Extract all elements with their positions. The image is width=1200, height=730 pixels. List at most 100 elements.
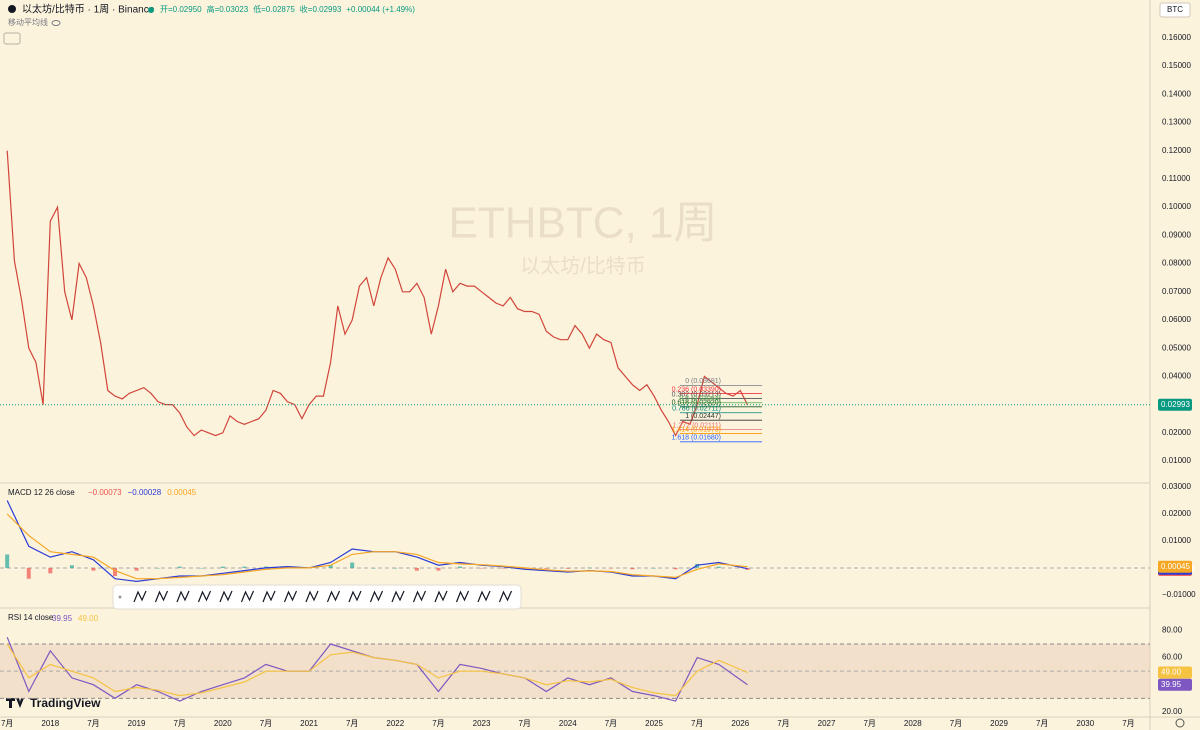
toolbar-icon[interactable] [176, 590, 190, 603]
histogram-bar [285, 566, 290, 568]
toolbar-icon[interactable] [283, 590, 298, 603]
histogram-bar [199, 567, 204, 569]
x-tick-label: 7月 [1, 719, 13, 728]
y-tick-label: 0.01000 [1162, 456, 1191, 465]
y-tick-label: 20.00 [1162, 707, 1183, 716]
histogram-bar [350, 562, 355, 568]
currency-box[interactable] [1159, 2, 1191, 18]
y-tick-label: 0.07000 [1162, 287, 1191, 296]
series-line [6, 150, 749, 437]
currency[interactable]: BTC [1167, 5, 1183, 14]
x-tick-label: 7月 [518, 719, 530, 728]
legend-value: 49.00 [78, 614, 99, 623]
y-tick-label: 0.06000 [1162, 315, 1191, 324]
watermark: ETHBTC, 1周 [449, 199, 718, 248]
x-tick-label: 2020 [214, 719, 232, 728]
y-tick-label: 0.11000 [1162, 174, 1191, 183]
value-badge-label: 0.02993 [1161, 400, 1190, 409]
y-tick-label: 0.12000 [1162, 146, 1191, 155]
collapse-button[interactable] [3, 32, 21, 45]
histogram-bar [522, 567, 527, 570]
histogram-bar [673, 567, 678, 570]
toolbar-icon[interactable] [133, 590, 147, 603]
histogram-bar [328, 565, 333, 568]
rsi-title: RSI 14 close [8, 613, 54, 622]
toolbar-icon[interactable] [154, 590, 169, 603]
x-tick-label: 2027 [818, 719, 836, 728]
x-tick-label: 7月 [605, 719, 617, 728]
histogram-bar [177, 566, 182, 568]
y-tick-label: 60.00 [1162, 653, 1183, 662]
histogram-bar [630, 567, 635, 570]
toolbar-icon[interactable] [477, 590, 491, 603]
histogram-bar [220, 566, 225, 568]
fib-label: 1.272 (0.02111) [673, 422, 721, 429]
legend-value: −0.00028 [128, 488, 162, 497]
x-tick-label: 7月 [863, 719, 875, 728]
histogram-bar [263, 566, 268, 568]
x-tick-label: 2019 [128, 719, 146, 728]
value-badge [1158, 560, 1192, 573]
x-tick-label: 2028 [904, 719, 922, 728]
brand-icon [6, 698, 24, 708]
y-tick-label: 0.04000 [1162, 371, 1191, 380]
toolbar-icon[interactable] [219, 590, 233, 603]
toolbar-icon[interactable] [434, 590, 448, 603]
legend-value: 39.95 [52, 614, 73, 623]
toolbar-icon[interactable] [305, 590, 319, 603]
x-tick-label: 2018 [41, 719, 59, 728]
legend-value: −0.00073 [88, 488, 122, 497]
macd-title: MACD 12 26 close [8, 488, 75, 497]
x-tick-label: 7月 [432, 719, 444, 728]
toolbar-icon[interactable] [348, 590, 362, 603]
x-tick-label: 7月 [950, 719, 962, 728]
series-line [6, 513, 748, 580]
histogram-bar [565, 567, 570, 569]
toolbar-icon[interactable] [455, 590, 470, 603]
x-tick-label: 7月 [777, 719, 789, 728]
y-tick-label: 0.14000 [1162, 89, 1191, 98]
histogram-bar [113, 567, 117, 577]
y-tick-label: 0.03000 [1162, 482, 1191, 491]
brand-logo: TradingView [6, 696, 101, 710]
toolbar-icon[interactable] [391, 590, 405, 603]
series-line [6, 643, 748, 697]
toolbar-icon[interactable] [498, 590, 513, 603]
ohlc-value: 开=0.02950 [160, 5, 202, 14]
indicator-label: 移动平均线 [8, 17, 48, 27]
toolbar-icon[interactable] [369, 590, 384, 603]
y-tick-label: 0.15000 [1162, 61, 1191, 70]
histogram-bar [48, 567, 53, 574]
y-tick-label: 0.16000 [1162, 33, 1191, 42]
histogram-bar [652, 567, 657, 569]
histogram-bar [608, 567, 613, 569]
x-tick-label: 7月 [260, 719, 272, 728]
x-tick-label: 2029 [990, 719, 1008, 728]
histogram-bar [134, 567, 139, 571]
ohlc-value: 低=0.02875 [253, 4, 295, 14]
eye-icon[interactable] [51, 20, 61, 26]
histogram-bar [458, 566, 462, 568]
fib-label: 0.5 (0.03064) [679, 396, 721, 403]
toolbar-icon[interactable] [240, 590, 255, 603]
toolbar-icon[interactable] [326, 590, 341, 603]
fib-label: 0.786 (0.02711) [672, 406, 721, 413]
fib-label: 0 (0.03681) [685, 378, 721, 385]
fib-label: 0.618 (0.02920) [672, 400, 721, 407]
fib-label: 0.382 (0.03213) [672, 391, 721, 398]
value-badge-label: 49.00 [1161, 668, 1182, 677]
toolbar-icon[interactable] [412, 590, 427, 603]
toolbar-icon[interactable] [197, 590, 212, 603]
y-tick-label: 0.02000 [1162, 509, 1191, 518]
x-tick-label: 2023 [473, 719, 491, 728]
value-badge [1158, 666, 1192, 679]
histogram-bar [91, 567, 96, 571]
y-tick-label: 80.00 [1162, 625, 1183, 634]
toolbar-icon[interactable] [262, 590, 276, 603]
y-tick-label: 0.05000 [1162, 343, 1191, 352]
y-tick-label: −0.01000 [1162, 590, 1196, 599]
x-tick-label: 7月 [346, 719, 358, 728]
settings-icon[interactable] [1175, 718, 1185, 728]
x-tick-label: 2024 [559, 719, 577, 728]
